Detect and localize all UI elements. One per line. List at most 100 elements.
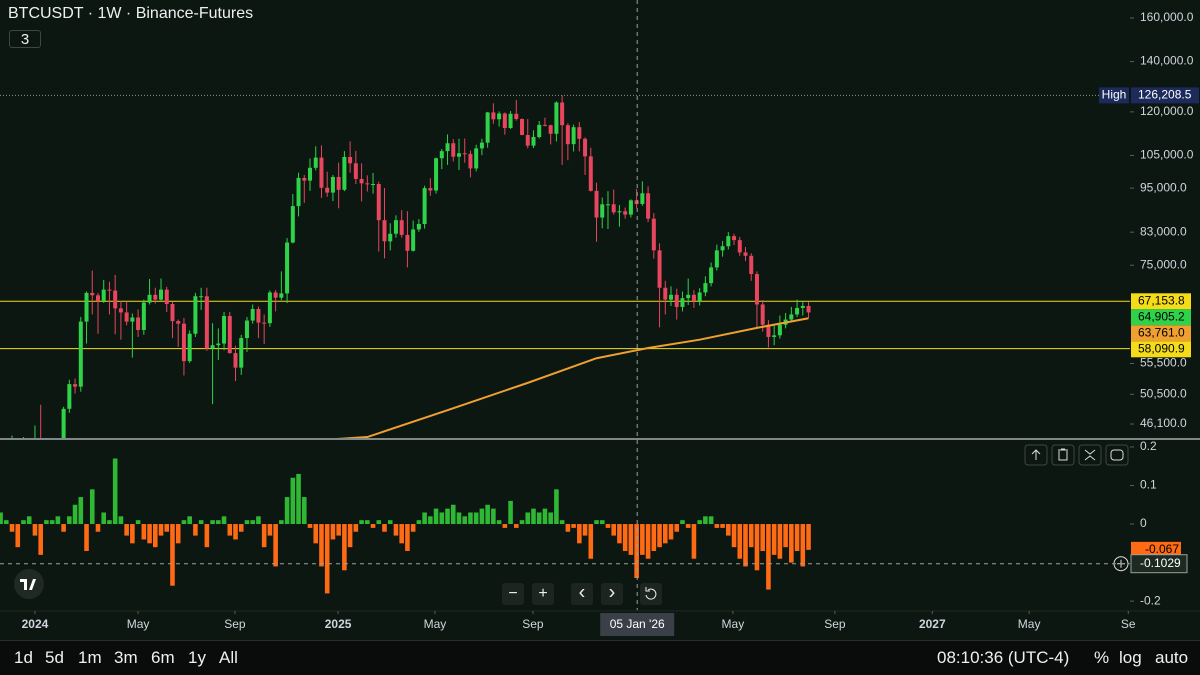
histogram-bar bbox=[273, 524, 278, 567]
histogram-bar bbox=[4, 520, 9, 525]
histogram-bar bbox=[697, 520, 702, 525]
range-button[interactable]: 1y bbox=[188, 648, 206, 667]
histogram-bar bbox=[95, 524, 101, 532]
histogram-bar bbox=[353, 524, 359, 532]
auto-toggle[interactable]: auto bbox=[1155, 648, 1189, 667]
x-tick-label: Sep bbox=[522, 617, 544, 631]
zoom-out-button[interactable] bbox=[502, 583, 524, 605]
histogram-bar bbox=[525, 512, 531, 525]
candle-body bbox=[617, 211, 622, 213]
histogram-bar bbox=[708, 516, 714, 525]
log-toggle[interactable]: log bbox=[1119, 648, 1142, 667]
histogram-bar bbox=[210, 520, 215, 525]
bottom-toolbar: 1d 5d 1m 3m 6m 1y All 08:10:36 (UTC-4) %… bbox=[0, 640, 1200, 675]
trash-icon bbox=[1058, 448, 1068, 461]
crosshair-y-tag bbox=[1130, 554, 1188, 574]
candle-body bbox=[577, 127, 582, 139]
collapse-indicators-button[interactable]: 3 bbox=[9, 30, 41, 48]
histogram-bar bbox=[84, 524, 89, 552]
histogram-bar bbox=[175, 524, 181, 544]
range-button[interactable]: 1d bbox=[14, 648, 33, 667]
histogram-bar bbox=[577, 524, 582, 544]
high-tag-label: High bbox=[1102, 88, 1127, 102]
histogram-bar bbox=[21, 520, 26, 525]
candle-body bbox=[497, 113, 502, 120]
candle-body bbox=[795, 307, 800, 315]
candle-body bbox=[657, 250, 662, 288]
scroll-left-label: ‹ bbox=[579, 581, 586, 603]
candle-body bbox=[342, 156, 347, 190]
histogram-bar bbox=[559, 520, 565, 525]
histogram-bar bbox=[789, 524, 794, 563]
scroll-left-button[interactable] bbox=[571, 583, 593, 605]
price-pane bbox=[0, 94, 1130, 459]
histogram-bar bbox=[450, 504, 456, 525]
candle-body bbox=[359, 178, 364, 184]
histogram-bar bbox=[748, 524, 754, 548]
candle-body bbox=[348, 156, 353, 164]
candle-body bbox=[130, 317, 135, 322]
y-tick-label: 95,000.0 bbox=[1140, 180, 1187, 194]
range-button[interactable]: 5d bbox=[45, 648, 64, 667]
histogram-bar bbox=[410, 524, 416, 532]
delete-button[interactable] bbox=[1051, 444, 1075, 466]
candle-body bbox=[680, 298, 685, 307]
zoom-in-button[interactable] bbox=[532, 583, 554, 605]
range-button[interactable]: All bbox=[219, 648, 238, 667]
y-tick-label: 140,000.0 bbox=[1140, 54, 1194, 68]
percent-toggle[interactable]: % bbox=[1094, 648, 1110, 667]
candle-body bbox=[565, 125, 570, 145]
histogram-bar bbox=[261, 524, 267, 548]
candle-body bbox=[445, 143, 450, 152]
range-button[interactable]: 1m bbox=[78, 648, 102, 667]
candle-body bbox=[640, 193, 645, 204]
histogram-bar bbox=[640, 524, 645, 555]
scroll-right-button[interactable] bbox=[601, 583, 623, 605]
range-button[interactable]: 6m bbox=[151, 648, 175, 667]
histogram-bar bbox=[479, 508, 485, 525]
x-tick-label: 2027 bbox=[919, 617, 946, 631]
histogram-bar bbox=[393, 524, 399, 536]
candle-body bbox=[319, 157, 324, 188]
histogram-bar bbox=[794, 524, 800, 552]
histogram-bar bbox=[548, 512, 553, 525]
maximize-button[interactable] bbox=[1105, 444, 1129, 466]
collapse-button[interactable] bbox=[1078, 444, 1102, 466]
candle-body bbox=[405, 234, 410, 251]
candle-body bbox=[84, 292, 89, 322]
histogram-bar bbox=[536, 512, 542, 525]
range-button[interactable]: 3m bbox=[114, 648, 138, 667]
histogram-bar bbox=[514, 524, 519, 528]
histogram-bar bbox=[422, 512, 427, 525]
candle-body bbox=[107, 289, 112, 291]
candle-body bbox=[663, 287, 668, 300]
candle-body bbox=[697, 292, 702, 302]
reset-button[interactable] bbox=[640, 583, 662, 605]
candle-body bbox=[244, 320, 249, 339]
histogram-bar bbox=[628, 524, 634, 555]
candle-body bbox=[159, 289, 164, 300]
candle-body bbox=[365, 183, 370, 185]
histogram-bar bbox=[662, 524, 668, 544]
candle-body bbox=[170, 303, 175, 322]
candle-body bbox=[313, 157, 318, 168]
candle-body bbox=[732, 236, 737, 241]
price-tag-label: 63,761.0 bbox=[1138, 325, 1185, 339]
candle-body bbox=[141, 302, 146, 330]
candle-body bbox=[651, 218, 656, 251]
y-tick-label: 0 bbox=[1140, 516, 1147, 530]
histogram-bar bbox=[485, 504, 490, 525]
histogram-bar bbox=[244, 520, 250, 525]
histogram-bar bbox=[456, 512, 462, 525]
move-up-button[interactable] bbox=[1024, 444, 1048, 466]
histogram-bar bbox=[198, 520, 204, 525]
high-tag bbox=[1099, 87, 1129, 104]
histogram-bar bbox=[72, 504, 78, 525]
candle-body bbox=[353, 163, 358, 179]
histogram-bar bbox=[731, 524, 737, 548]
histogram-bar bbox=[462, 516, 468, 525]
histogram-bar bbox=[582, 524, 588, 536]
histogram-bar bbox=[233, 524, 238, 540]
histogram-bar bbox=[221, 516, 227, 525]
candle-body bbox=[21, 441, 25, 459]
